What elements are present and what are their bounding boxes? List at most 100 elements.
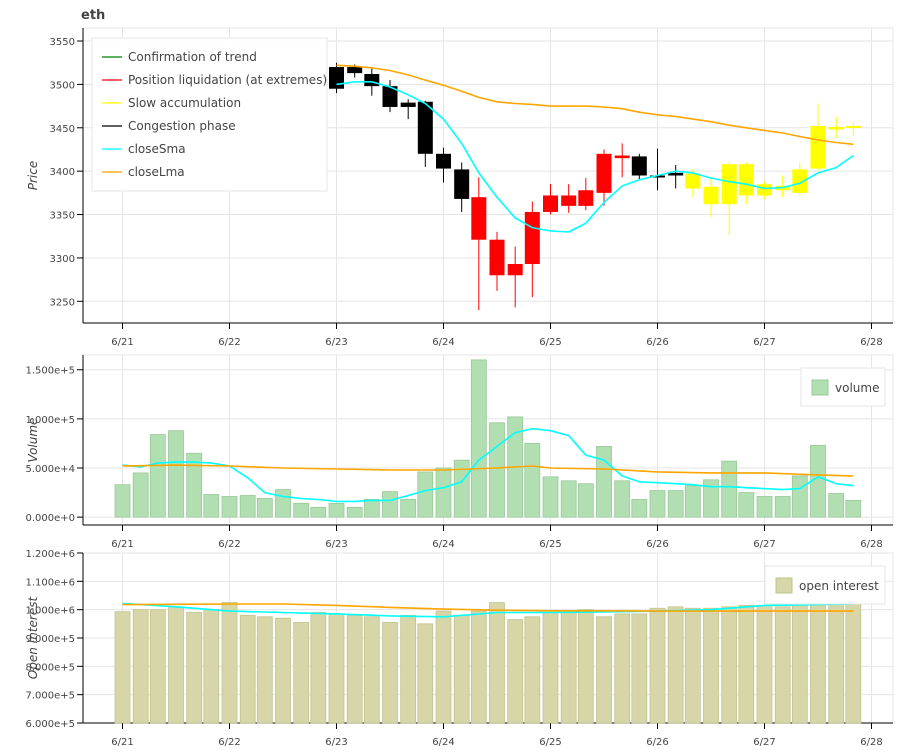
candle-body (471, 197, 487, 240)
candle-body (810, 126, 826, 169)
legend-box (91, 37, 328, 192)
candle-body (364, 73, 380, 87)
bar (542, 612, 559, 724)
y-tick-label: 8.000e+5 (25, 662, 75, 673)
candle-body (721, 164, 737, 205)
bar (828, 602, 845, 724)
candle-body (614, 155, 630, 159)
y-tick-label: 1.000e+5 (25, 415, 75, 426)
candle-body (578, 190, 594, 206)
bar (774, 606, 791, 724)
candle-body (489, 239, 505, 276)
y-tick-label: 3300 (50, 254, 75, 265)
bar (721, 460, 738, 518)
bar (470, 359, 487, 518)
bar (168, 430, 184, 518)
bar (470, 610, 487, 724)
bar (275, 489, 291, 518)
legend-label: closeSma (128, 142, 186, 156)
bar (507, 619, 524, 724)
x-tick-label: 6/27 (753, 539, 775, 550)
y-axis-title: Open Interest (26, 596, 40, 680)
bar (560, 480, 577, 518)
x-tick-label: 6/24 (432, 539, 454, 550)
bar (203, 609, 220, 724)
candle-body (436, 153, 451, 169)
y-tick-label: 1.500e+5 (25, 366, 75, 377)
x-tick-label: 6/27 (753, 737, 775, 748)
bar (417, 471, 434, 518)
x-tick-label: 6/26 (646, 539, 668, 550)
bar (310, 612, 327, 724)
x-tick-label: 6/24 (432, 337, 454, 348)
legend-label: Congestion phase (128, 119, 236, 133)
bar (489, 602, 505, 724)
y-tick-label: 3500 (50, 80, 75, 91)
bar (828, 493, 845, 518)
bar (363, 616, 380, 724)
bar (489, 422, 505, 518)
candle-body (738, 164, 754, 196)
candle-body (792, 169, 808, 193)
bar (542, 476, 559, 518)
bar (810, 603, 826, 724)
x-tick-label: 6/27 (753, 337, 775, 348)
bar (577, 483, 594, 518)
x-tick-label: 6/28 (860, 737, 882, 748)
candle-body (400, 102, 416, 107)
bar (132, 472, 149, 518)
bar (524, 616, 541, 724)
candle-body (828, 126, 844, 130)
candle-body (329, 67, 344, 89)
legend-swatch (775, 577, 793, 594)
x-tick-label: 6/25 (539, 737, 561, 748)
bar (186, 612, 203, 724)
bar (703, 479, 719, 518)
candle-body (703, 186, 719, 205)
bar (738, 492, 755, 518)
candle-body (561, 195, 577, 206)
bar (684, 607, 701, 724)
legend-label: open interest (799, 579, 879, 593)
x-tick-label: 6/22 (218, 737, 240, 748)
bar (221, 602, 238, 724)
y-tick-label: 3250 (50, 297, 75, 308)
bar (149, 434, 166, 518)
bar (435, 467, 452, 518)
legend-label: Slow accumulation (128, 96, 241, 110)
bar (256, 498, 273, 518)
bar (328, 613, 345, 724)
y-tick-label: 3450 (50, 124, 75, 135)
y-axis-title: Volume (26, 418, 40, 463)
bar (400, 614, 417, 724)
x-tick-label: 6/22 (218, 337, 240, 348)
bar (631, 613, 648, 724)
bar (703, 607, 719, 724)
x-tick-label: 6/21 (111, 539, 133, 550)
x-tick-label: 6/24 (432, 737, 454, 748)
candle-body (524, 211, 540, 264)
legend-label: Confirmation of trend (128, 50, 257, 64)
bar (256, 616, 273, 724)
candle-body (631, 156, 647, 176)
bar (791, 603, 808, 724)
bar (614, 613, 631, 724)
candle-body (845, 126, 861, 129)
bar (293, 622, 310, 724)
bar (363, 499, 380, 518)
bar (239, 614, 256, 724)
bar (810, 445, 826, 518)
panel-volume: 0.000e+0 5.000e+4 1.000e+5 1.500e+5 6/21 6/22… (25, 354, 894, 550)
bar (756, 605, 773, 724)
bar (596, 445, 612, 518)
x-tick-label: 6/21 (111, 737, 133, 748)
panel-open_interest: 6.000e+5 7.000e+5 8.000e+5 9.000e+5 1.000e+6… (25, 549, 894, 748)
candle-body (596, 153, 612, 193)
bar (114, 611, 131, 724)
candle-body (507, 264, 523, 276)
bar (132, 609, 149, 724)
bar (293, 502, 310, 518)
series-line-closeSma (122, 602, 854, 618)
y-tick-label: 1.200e+6 (25, 549, 75, 560)
